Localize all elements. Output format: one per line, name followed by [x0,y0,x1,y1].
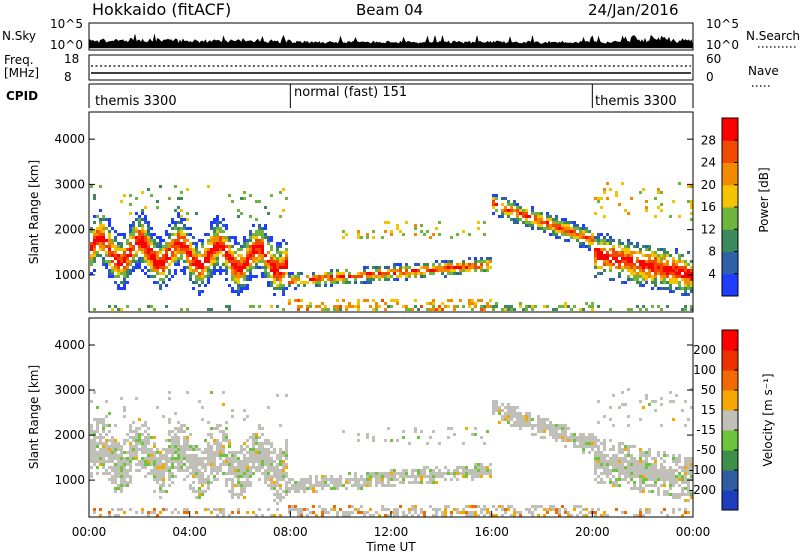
y-tick-label: 1000 [54,473,85,487]
date-label: 24/Jan/2016 [588,1,679,19]
colorbar-swatch [722,430,738,451]
colorbar-swatch [722,184,738,208]
colorbar-swatch [722,162,738,186]
y-tick-label: 4000 [54,132,85,146]
nsearch-tick-top: 10^5 [706,17,739,31]
colorbar-tick-label: 4 [708,267,716,281]
colorbar-swatch [722,207,738,230]
colorbar-swatch [722,370,738,391]
velocity-field [90,388,693,517]
y-tick-label: 2000 [54,223,85,237]
colorbar-tick-label: 15 [701,403,716,417]
colorbar-swatch [722,470,738,491]
colorbar-swatch [722,140,738,163]
colorbar-swatch [722,273,738,297]
station-title: Hokkaido (fitACF) [92,0,231,19]
nsky-label: N.Sky [2,29,36,43]
nave-tick-bottom: 0 [706,70,714,84]
x-tick-label: 04:00 [172,525,207,539]
x-tick-label: 00:00 [72,525,107,539]
nave-label: Nave [748,64,779,78]
power-y-axis: 1000 2000 3000 4000 [54,132,693,282]
power-colorbar: 4 8 12 16 20 24 28 [701,117,739,297]
colorbar-tick-label: 24 [701,156,716,170]
colorbar-tick-label: -50 [696,443,716,457]
velocity-colorbar: 200 100 50 15 -15 -50 -100 -200 [689,329,739,511]
velocity-colorbar-label: Velocity [m s⁻¹] [761,373,775,466]
colorbar-tick-label: 16 [701,200,716,214]
freq-tick-bottom: 8 [64,70,72,84]
beam-label: Beam 04 [356,1,423,19]
power-colorbar-label: Power [dB] [757,167,771,232]
power-panel: 1000 2000 3000 4000 Slant Range [km] 4 8 12 16… [27,111,771,313]
x-tick-label: 08:00 [273,525,308,539]
x-tick-label: 20:00 [575,525,610,539]
y-tick-label: 3000 [54,383,85,397]
velocity-ylabel: Slant Range [km] [27,365,41,469]
colorbar-swatch [722,350,738,371]
nave-tick-top: 60 [706,52,721,66]
power-frame [88,111,694,313]
x-tick-label: 00:00 [676,525,711,539]
velocity-y-axis: 1000 2000 3000 4000 [54,338,693,487]
colorbar-swatch [722,118,738,141]
colorbar-swatch [722,251,738,275]
freq-tick-top: 18 [64,52,79,66]
freq-label-line2: [MHz] [4,66,39,80]
colorbar-tick-label: 100 [693,363,716,377]
x-tick-label: 12:00 [374,525,409,539]
colorbar-tick-label: 200 [693,343,716,357]
colorbar-swatch [722,490,738,511]
colorbar-swatch [722,390,738,411]
colorbar-tick-label: -200 [689,483,716,497]
nsky-tick-bottom: 10^0 [50,38,83,52]
colorbar-tick-label: 50 [701,383,716,397]
colorbar-swatch [722,330,738,351]
freq-label-line1: Freq. [4,53,34,67]
colorbar-tick-label: 12 [701,222,716,236]
cpid-label: CPID [6,89,38,103]
colorbar-tick-label: -15 [696,423,716,437]
y-tick-label: 3000 [54,177,85,191]
colorbar-tick-label: 28 [701,133,716,147]
time-x-axis: 00:00 04:00 08:00 12:00 16:00 20:00 00:00 [72,511,711,539]
colorbar-swatch [722,450,738,471]
colorbar-tick-label: 20 [701,178,716,192]
cpid-segment-label: normal (fast) 151 [294,85,407,100]
colorbar-swatch [722,229,738,252]
nsearch-label: N.Search [746,29,800,43]
cpid-segment-label: themis 3300 [595,94,677,109]
y-tick-label: 1000 [54,268,85,282]
x-tick-label: 16:00 [474,525,509,539]
nsky-panel: N.Sky 10^5 10^0 10^5 10^0 N.Search [2,17,800,52]
colorbar-swatch [722,410,738,431]
nsearch-tick-bottom: 10^0 [706,38,739,52]
y-tick-label: 2000 [54,428,85,442]
x-axis-label: Time UT [365,540,416,554]
nsky-tick-top: 10^5 [50,17,83,31]
power-ylabel: Slant Range [km] [27,160,41,264]
nsky-trace [88,34,694,49]
y-tick-label: 4000 [54,338,85,352]
cpid-panel: CPID themis 3300 normal (fast) 151 themi… [6,83,694,109]
power-field [90,182,693,311]
cpid-segment-label: themis 3300 [95,94,177,109]
colorbar-tick-label: 8 [708,245,716,259]
freq-panel: Freq. [MHz] 18 8 60 0 Nave [4,52,779,87]
colorbar-tick-label: -100 [689,463,716,477]
